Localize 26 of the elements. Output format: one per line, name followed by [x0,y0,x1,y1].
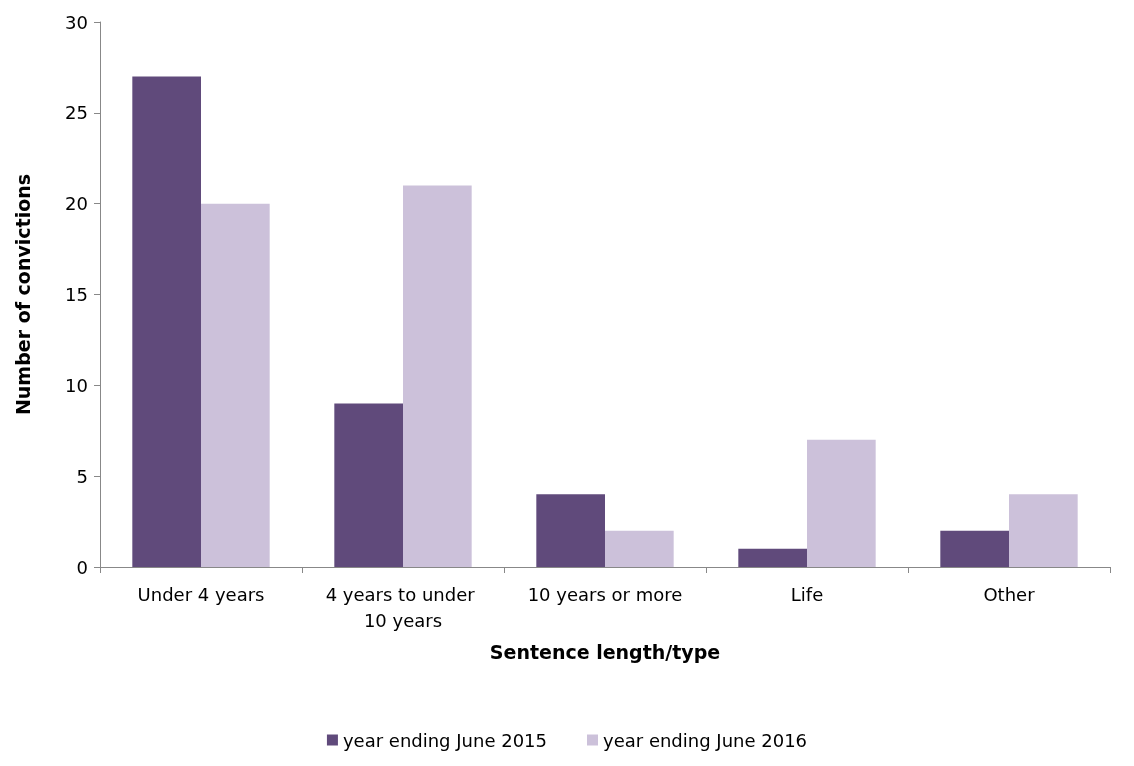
y-tick-label: 10 [65,374,88,396]
legend-label: year ending June 2015 [342,729,547,751]
bar [807,439,876,567]
y-tick-label: 25 [65,102,88,124]
bar [403,185,472,567]
bar [334,403,403,567]
y-tick-label: 5 [76,465,88,487]
y-tick-label: 30 [65,11,88,33]
bar [738,548,807,567]
x-tick-label: 10 years or more [527,583,683,605]
bar [940,530,1009,567]
legend-label: year ending June 2016 [603,729,808,751]
bar [605,530,674,567]
x-tick-label: 4 years to under 10 years [325,583,481,631]
bar [132,76,201,567]
bar [536,494,605,567]
x-tick-label: Other [983,583,1036,605]
y-axis-title: Number of convictions [11,173,34,416]
x-axis-title: Sentence length/type [489,640,721,663]
bar [201,203,270,567]
bar [1009,494,1078,567]
x-tick-label: Under 4 years [137,583,265,605]
y-tick-label: 15 [65,284,88,305]
y-tick-label: 0 [76,556,88,578]
y-tick-label: 20 [65,193,88,215]
x-tick-label: Life [790,583,824,605]
